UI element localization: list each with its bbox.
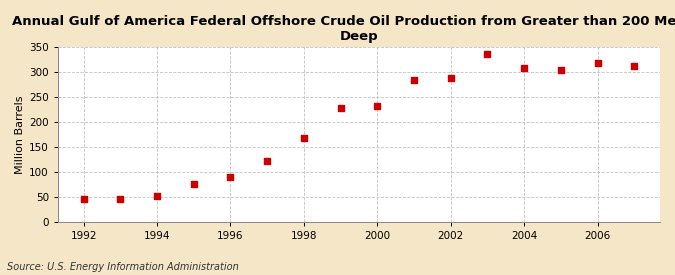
Point [78, 197, 89, 201]
Point [225, 175, 236, 179]
Point [482, 52, 493, 56]
Text: Source: U.S. Energy Information Administration: Source: U.S. Energy Information Administ… [7, 262, 238, 272]
Y-axis label: Million Barrels: Million Barrels [15, 95, 25, 174]
Point [629, 64, 640, 68]
Point [446, 76, 456, 80]
Point [262, 159, 273, 163]
Point [408, 78, 419, 82]
Point [115, 197, 126, 202]
Point [556, 68, 566, 73]
Point [519, 66, 530, 70]
Point [152, 194, 163, 198]
Point [592, 61, 603, 65]
Title: Annual Gulf of America Federal Offshore Crude Oil Production from Greater than 2: Annual Gulf of America Federal Offshore … [12, 15, 675, 43]
Point [372, 104, 383, 108]
Point [188, 182, 199, 186]
Point [298, 136, 309, 140]
Point [335, 106, 346, 110]
